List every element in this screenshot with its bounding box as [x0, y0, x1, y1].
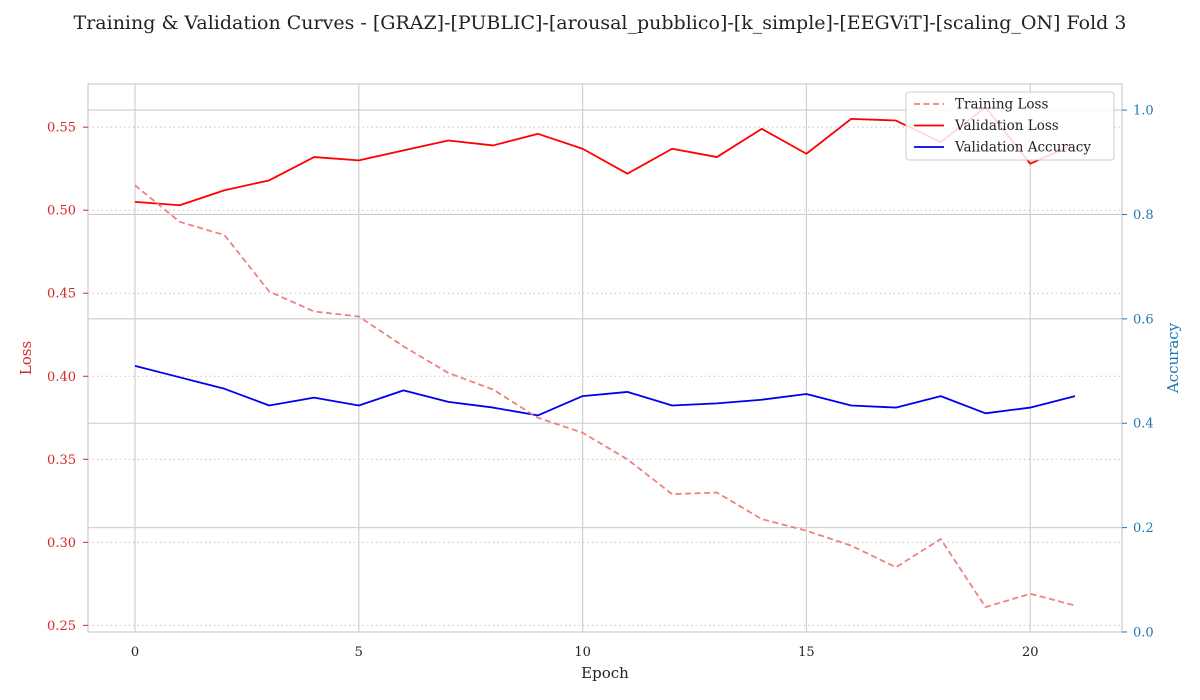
- x-tick-label: 5: [355, 645, 363, 660]
- legend-label-validation-loss: Validation Loss: [954, 118, 1059, 134]
- x-tick-label: 15: [798, 645, 815, 660]
- x-tick-label: 0: [131, 645, 139, 660]
- y-tick-label-left: 0.25: [47, 619, 76, 634]
- y-tick-label-left: 0.55: [47, 121, 76, 136]
- y-axis-label-left: Loss: [17, 341, 35, 375]
- legend-label-validation-accuracy: Validation Accuracy: [954, 140, 1091, 156]
- y-tick-label-left: 0.40: [47, 370, 76, 385]
- y-tick-label-right: 0.4: [1133, 417, 1154, 432]
- legend-label-training-loss: Training Loss: [955, 97, 1048, 113]
- plot-frame: [87, 83, 1123, 633]
- y-tick-label-right: 0.6: [1133, 312, 1154, 327]
- y-tick-label-right: 0.0: [1133, 626, 1154, 641]
- y-tick-label-right: 0.8: [1133, 208, 1154, 223]
- x-axis-label: Epoch: [581, 664, 629, 682]
- x-tick-label: 20: [1022, 645, 1039, 660]
- y-tick-label-right: 1.0: [1133, 104, 1154, 119]
- y-tick-label-left: 0.50: [47, 204, 76, 219]
- y-axis-label-right: Accuracy: [1164, 322, 1182, 394]
- y-tick-label-left: 0.35: [47, 453, 76, 468]
- y-tick-label-left: 0.30: [47, 536, 76, 551]
- legend-box: [905, 91, 1115, 161]
- chart-title: Training & Validation Curves - [GRAZ]-[P…: [74, 12, 1127, 34]
- legend: Training Loss Validation Loss Validation A…: [905, 91, 1115, 161]
- tick-layer: 0 5 10 15 20 0.0 0.2 0.4 0.6 0.8 1.0 0.25 0.30 0.35 0.…: [47, 104, 1154, 660]
- x-tick-label: 10: [574, 645, 591, 660]
- y-tick-label-right: 0.2: [1133, 521, 1154, 536]
- training-loss-line: [134, 184, 1076, 608]
- validation-accuracy-line: [134, 364, 1076, 417]
- y-tick-label-left: 0.45: [47, 287, 76, 302]
